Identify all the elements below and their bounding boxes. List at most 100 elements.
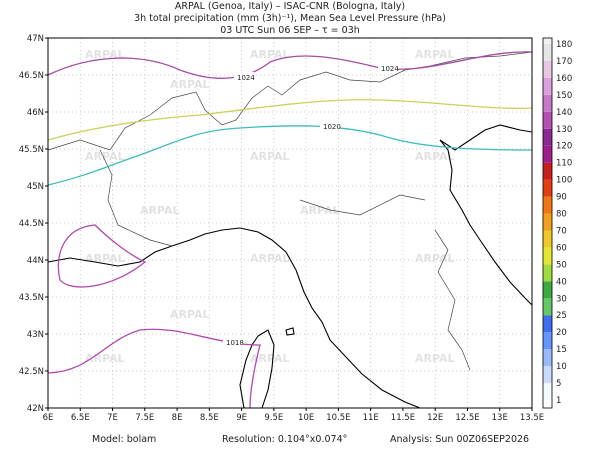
- x-tick-label: 7.5E: [135, 413, 154, 423]
- colorbar-segment: [543, 332, 552, 350]
- watermarks: ARPAL ARPAL ARPAL ARPAL ARPAL ARPAL ARPAL ARPAL…: [85, 48, 455, 365]
- watermark: ARPAL: [300, 204, 340, 217]
- x-tick-label: 11.5E: [391, 413, 415, 423]
- x-tick-label: 8E: [172, 413, 183, 423]
- colorbar-label: 30: [556, 294, 567, 304]
- corsica: [239, 329, 275, 409]
- x-tick-label: 9E: [236, 413, 247, 423]
- colorbar-segment: [543, 213, 552, 231]
- y-tick-label: 47N: [27, 34, 44, 44]
- colorbar: 1510152025304050607080901001101201301401…: [542, 37, 572, 409]
- x-tick-label: 13E: [492, 413, 508, 423]
- y-tick-label: 45.5N: [19, 145, 44, 155]
- watermark: ARPAL: [415, 48, 455, 61]
- colorbar-segment: [543, 128, 552, 146]
- x-tick-label: 10.5E: [326, 413, 350, 423]
- colorbar-label: 120: [556, 142, 572, 152]
- isobar: [47, 125, 533, 186]
- watermark: ARPAL: [170, 78, 210, 91]
- colorbar-label: 150: [556, 91, 572, 101]
- colorbar-label: 70: [556, 226, 567, 236]
- colorbar-label: 160: [556, 74, 572, 84]
- watermark: ARPAL: [250, 48, 290, 61]
- colorbar-segment: [543, 111, 552, 129]
- header-line: 03 UTC Sun 06 SEP – τ = 03h: [220, 25, 360, 36]
- y-tick-label: 46.5N: [19, 71, 44, 81]
- coastline: [439, 124, 533, 151]
- colorbar-label: 140: [556, 108, 572, 118]
- map-frame: [47, 37, 533, 409]
- colorbar-label: 1: [556, 396, 561, 406]
- y-tick-label: 42N: [27, 404, 44, 414]
- footer-model: Model: bolam: [92, 434, 156, 445]
- colorbar-segment: [543, 38, 552, 44]
- watermark: ARPAL: [85, 252, 125, 265]
- colorbar-segment: [543, 400, 552, 408]
- x-tick-label: 8.5E: [200, 413, 219, 423]
- y-tick-label: 43N: [27, 330, 44, 340]
- isobar: [47, 51, 533, 79]
- isobar-label: 1024: [237, 74, 255, 82]
- isobars: 1024 1024 1020 1018: [47, 51, 533, 409]
- colorbar-label: 10: [556, 362, 567, 372]
- colorbar-segment: [543, 298, 552, 316]
- colorbar-label: 80: [556, 210, 567, 220]
- colorbar-segment: [543, 366, 552, 384]
- colorbar-segment: [543, 44, 552, 61]
- colorbar-segment: [543, 383, 552, 400]
- colorbar-segment: [543, 349, 552, 367]
- header-line: ARPAL (Genoa, Italy) – ISAC-CNR (Bologna…: [175, 1, 405, 12]
- colorbar-label: 25: [556, 311, 567, 321]
- colorbar-segment: [543, 230, 552, 248]
- isobar: [57, 224, 147, 288]
- colorbar-label: 170: [556, 57, 572, 67]
- coastline: [47, 227, 421, 409]
- colorbar-label: 15: [556, 345, 567, 355]
- colorbar-segment: [543, 247, 552, 265]
- watermark: ARPAL: [170, 308, 210, 321]
- x-tick-label: 6E: [43, 413, 54, 423]
- colorbar-label: 20: [556, 328, 567, 338]
- y-tick-label: 43.5N: [19, 293, 44, 303]
- watermark: ARPAL: [250, 252, 290, 265]
- isobar: [47, 328, 261, 409]
- colorbar-segment: [543, 162, 552, 180]
- isobar-label-bg: [320, 121, 340, 130]
- colorbar-segment: [543, 60, 552, 78]
- y-tick-label: 42.5N: [19, 367, 44, 377]
- colorbar-segment: [543, 145, 552, 163]
- y-tick-label: 45N: [27, 182, 44, 192]
- colorbar-label: 5: [556, 379, 561, 389]
- x-tick-label: 11E: [363, 413, 379, 423]
- colorbar-label: 40: [556, 277, 567, 287]
- border: [99, 149, 471, 371]
- x-tick-label: 9.5E: [264, 413, 283, 423]
- y-tick-label: 44.5N: [19, 219, 44, 229]
- x-tick-label: 6.5E: [71, 413, 90, 423]
- grid: 6E 6.5E 7E 7.5E 8E 8.5E 9E 9.5E 10E 10.5E 11E 11.5E…: [19, 34, 544, 423]
- isobar-label: 1024: [381, 65, 399, 73]
- watermark: ARPAL: [85, 150, 125, 163]
- x-tick-label: 12E: [427, 413, 443, 423]
- isobar-label: 1018: [226, 339, 244, 347]
- x-tick-label: 10E: [298, 413, 314, 423]
- footer-resolution: Resolution: 0.104°x0.074°: [222, 434, 347, 445]
- x-tick-label: 12.5E: [455, 413, 479, 423]
- colorbar-segment: [543, 264, 552, 282]
- isobar-label-bg: [223, 337, 243, 346]
- elba: [285, 327, 295, 336]
- x-tick-label: 7E: [107, 413, 118, 423]
- header-line: 3h total precipitation (mm (3h)⁻¹), Mean…: [134, 13, 446, 24]
- watermark: ARPAL: [250, 150, 290, 163]
- x-tick-label: 13.5E: [520, 413, 544, 423]
- colorbar-label: 100: [556, 176, 572, 186]
- y-tick-label: 46N: [27, 108, 44, 118]
- colorbar-segment: [543, 179, 552, 197]
- colorbar-segment: [543, 315, 552, 333]
- y-tick-label: 44N: [27, 256, 44, 266]
- colorbar-segment: [543, 196, 552, 214]
- watermark: ARPAL: [250, 352, 290, 365]
- colorbar-frame: [542, 37, 553, 409]
- colorbar-label: 180: [556, 40, 572, 50]
